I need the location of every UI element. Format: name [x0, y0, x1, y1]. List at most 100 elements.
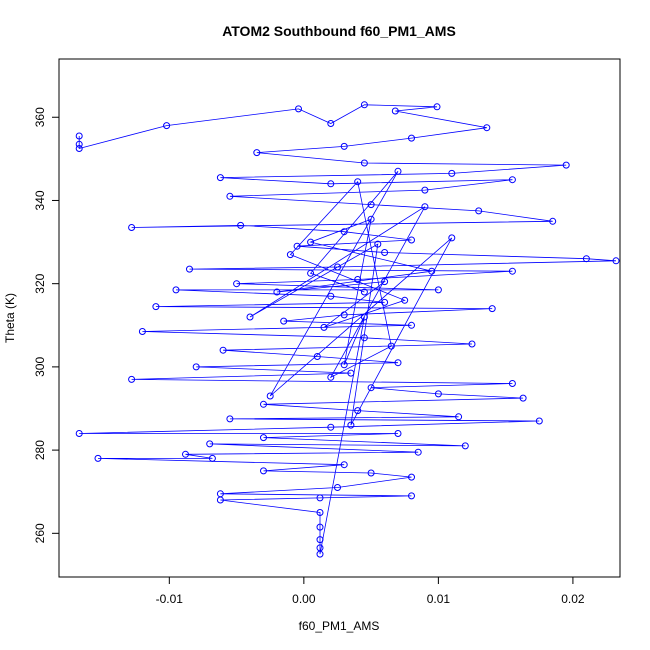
data-point: [226, 192, 234, 200]
data-point: [327, 292, 335, 300]
data-point: [434, 390, 442, 398]
data-point: [367, 201, 375, 209]
data-point: [549, 217, 557, 225]
data-point: [394, 167, 402, 175]
data-point: [273, 288, 281, 296]
data-point: [483, 124, 491, 132]
data-point: [208, 454, 216, 462]
data-point: [408, 321, 415, 329]
data-point: [508, 380, 516, 387]
data-point: [295, 105, 302, 113]
data-point: [260, 434, 267, 442]
data-point: [327, 180, 335, 188]
data-point: [293, 242, 301, 250]
data-point: [327, 423, 335, 431]
data-point: [334, 263, 341, 271]
data-point: [307, 269, 315, 277]
data-point: [360, 334, 368, 342]
y-tick-label: 320: [33, 273, 47, 293]
data-point: [313, 353, 321, 360]
data-point: [448, 234, 456, 242]
data-point: [152, 303, 160, 311]
data-point: [360, 159, 368, 167]
y-tick-label: 280: [33, 440, 47, 460]
data-point: [367, 215, 375, 223]
data-point: [320, 323, 328, 331]
data-point: [340, 361, 348, 369]
x-tick-label: 0.02: [561, 592, 585, 606]
data-point: [94, 454, 102, 462]
chart-title: ATOM2 Southbound f60_PM1_AMS: [222, 23, 456, 39]
data-point: [434, 286, 442, 294]
y-axis-label: Theta (K): [3, 293, 17, 343]
data-point: [381, 249, 389, 256]
data-point: [367, 384, 375, 392]
data-point: [340, 228, 348, 236]
data-point: [360, 101, 368, 109]
x-tick-label: 0.00: [292, 592, 316, 606]
data-point: [428, 267, 436, 275]
data-point: [260, 467, 267, 475]
data-point: [455, 413, 463, 421]
data-point: [394, 430, 402, 437]
data-point: [367, 469, 375, 477]
y-tick-label: 260: [33, 523, 47, 543]
data-point: [75, 140, 83, 148]
data-point: [448, 169, 456, 177]
data-layer: [75, 101, 620, 558]
data-point: [433, 103, 441, 111]
data-point: [163, 122, 171, 130]
data-point: [488, 305, 496, 313]
data-point: [354, 178, 362, 186]
data-point: [327, 120, 335, 127]
data-point: [421, 203, 429, 211]
data-point: [172, 286, 180, 294]
data-point: [508, 176, 516, 184]
data-point: [562, 161, 570, 169]
data-point: [475, 207, 483, 215]
x-axis-label: f60_PM1_AMS: [299, 619, 380, 633]
data-point: [307, 238, 315, 246]
data-point: [206, 440, 214, 448]
data-point: [316, 550, 324, 558]
data-point: [75, 132, 83, 140]
data-point: [260, 400, 267, 408]
x-axis: -0.01 0.00 0.01 0.02: [156, 576, 585, 606]
data-point: [381, 278, 389, 286]
data-point: [233, 280, 241, 288]
data-point: [286, 251, 294, 259]
data-point: [316, 494, 324, 502]
series-line: [78, 104, 617, 555]
data-point: [461, 442, 469, 450]
y-tick-label: 360: [33, 107, 47, 127]
data-point: [408, 134, 415, 142]
data-point: [354, 407, 362, 415]
data-point: [246, 313, 254, 321]
data-point: [535, 417, 543, 425]
data-point: [421, 186, 429, 194]
data-point: [138, 328, 146, 335]
data-point: [216, 174, 224, 182]
y-axis: 260 280 300 320 340 360: [33, 107, 60, 543]
data-point: [226, 415, 234, 423]
data-point: [75, 430, 83, 437]
y-tick-label: 300: [33, 357, 47, 377]
data-point: [340, 461, 348, 469]
data-point: [354, 276, 362, 283]
data-point: [316, 509, 324, 516]
data-point: [327, 373, 335, 381]
data-point: [219, 346, 227, 354]
data-point: [340, 142, 348, 150]
x-tick-label: -0.01: [156, 592, 184, 606]
data-point: [182, 450, 189, 458]
data-point: [408, 473, 415, 481]
data-point: [266, 392, 274, 400]
x-tick-label: 0.01: [427, 592, 451, 606]
data-point: [360, 313, 368, 321]
data-point: [408, 492, 415, 500]
data-point: [280, 317, 288, 325]
data-point: [128, 375, 136, 383]
data-point: [381, 298, 389, 306]
data-point: [360, 288, 368, 296]
